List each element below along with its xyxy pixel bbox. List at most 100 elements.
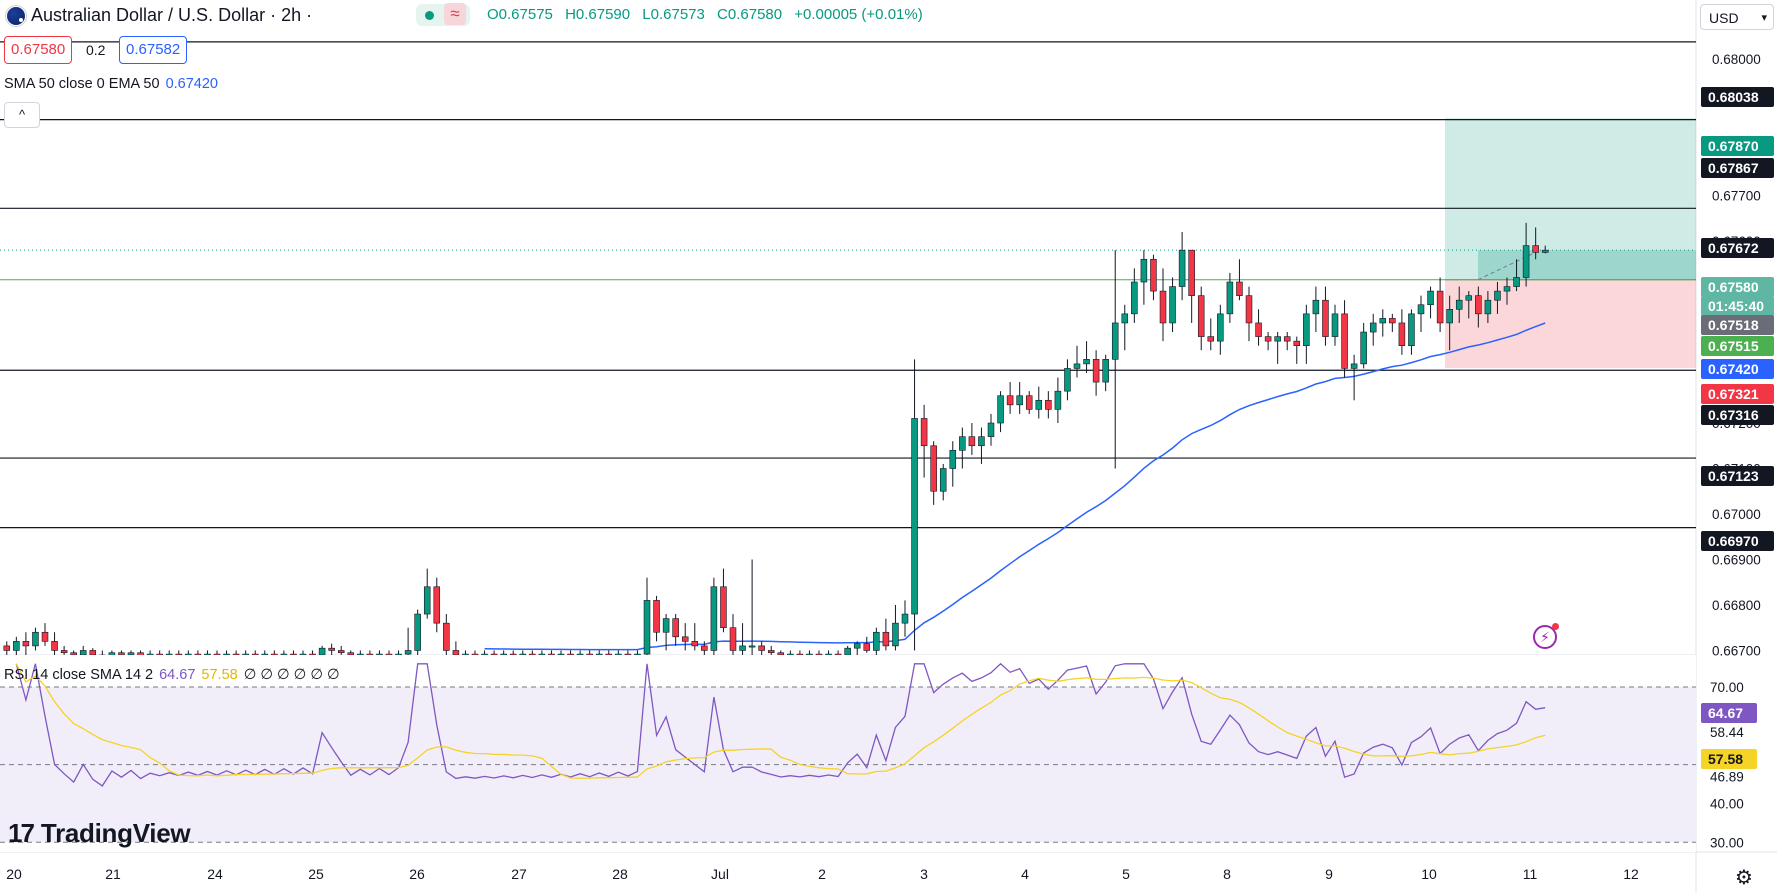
price-tag-label: 0.66970 [1708,533,1759,549]
candle [720,568,727,633]
candle-body [968,436,976,447]
buy-price-button[interactable]: 0.67582 [119,36,188,64]
candle [1522,222,1530,287]
candle [1436,277,1444,333]
candle [920,404,928,478]
candle-body [729,627,737,651]
price-tag-ema: 0.67420 [1701,359,1774,379]
candle-body [1159,290,1167,324]
price-tag-stop: 0.67321 [1701,384,1774,404]
candle-body [930,445,937,492]
candle-body [337,650,345,654]
candle [1293,336,1301,364]
candle [433,577,441,633]
price-tag-bg [1701,238,1774,258]
rsi-tag-label: 57.58 [1708,751,1743,767]
candle [930,441,937,505]
time-axis-label: 24 [207,866,223,882]
candle-body [949,450,957,469]
candle-body [1274,336,1281,342]
candle-body [653,600,660,633]
candle [423,568,431,619]
gear-icon[interactable]: ⚙ [1735,867,1753,889]
candle [643,577,651,660]
candle-body [1455,299,1463,310]
time-axis-label: 8 [1223,866,1231,882]
time-axis-label: 5 [1122,866,1130,882]
candle-body [882,631,890,647]
candle [729,614,737,655]
candle-body [1446,309,1453,324]
candle [681,623,689,651]
alert-icon[interactable]: ⚡ [1533,623,1559,649]
price-tag-label: 0.67870 [1708,138,1759,154]
price-tag-label: 01:45:40 [1708,298,1764,314]
candle [1503,277,1511,305]
candle-body [423,586,431,615]
price-tag-bg [1701,336,1774,356]
candle-body [1427,290,1434,306]
symbol-header: Australian Dollar / U.S. Dollar · 2h · ≈… [0,0,1696,32]
price-tag-level: 0.68038 [1701,87,1774,107]
time-axis-label: 25 [308,866,324,882]
indicator-legend[interactable]: SMA 50 close 0 EMA 50 0.67420 [4,76,218,92]
candle-body [1245,295,1253,324]
candle [1150,254,1157,301]
candle-body [1389,318,1396,324]
candle [1140,250,1148,305]
candle [1274,332,1281,364]
candle [863,636,871,653]
rsi-sma-value-tag: 57.58 [1701,749,1757,769]
candle [959,427,966,469]
collapse-legend-button[interactable]: ^ [4,102,40,128]
candle [1427,286,1434,319]
candle-body [1264,336,1272,342]
candle [1111,250,1119,469]
chevron-down-icon: ▾ [1761,12,1767,24]
candle [22,632,30,655]
candle-body [1494,290,1501,301]
candle [701,641,708,655]
rsi-sma-legend-value: 57.58 [201,667,238,683]
candle [892,604,899,651]
candle-body [1016,395,1023,406]
rsi-sma-line [15,663,1546,779]
symbol-title[interactable]: Australian Dollar / U.S. Dollar · 2h · [31,5,313,25]
candle [1331,304,1339,346]
sell-price-button[interactable]: 0.67580 [4,36,73,64]
candle-body [318,647,326,656]
candle [1207,318,1215,351]
candle-body [404,650,412,655]
rsi-axis-tick: 40.00 [1710,796,1744,811]
candle [51,632,58,655]
currency-select[interactable]: USD ▾ [1700,4,1774,30]
candle [1350,354,1358,401]
ohlc-open: O0.67575 [487,6,553,23]
candle [853,641,861,655]
candle-body [1006,395,1014,406]
candle-body [1360,331,1367,365]
wave-icon[interactable]: ≈ [444,3,466,25]
market-status-pill[interactable]: ≈ [416,3,470,26]
candle-body [41,631,49,642]
candle [1389,313,1396,333]
price-axis-tick: 0.68000 [1712,52,1761,67]
time-axis-label: 3 [920,866,928,882]
candle-body [1541,249,1549,253]
price-tag-bg [1701,87,1774,107]
candle-body [844,647,851,656]
candle [1236,259,1243,301]
candle-body [1379,318,1387,324]
rsi-legend-value: 64.67 [159,667,196,683]
candle-body [1121,313,1129,324]
candle [1408,309,1415,355]
candle [404,627,412,660]
candle [1245,286,1253,342]
indicator-legend-value: 0.67420 [165,76,218,92]
rsi-legend[interactable]: RSI 14 close SMA 14 2 64.67 57.58 ∅ ∅ ∅ ∅ ∅… [4,667,340,683]
candle-body [60,650,68,654]
candle [1532,227,1539,260]
rsi-tag-label: 64.67 [1708,705,1743,721]
candle-body [873,631,880,651]
